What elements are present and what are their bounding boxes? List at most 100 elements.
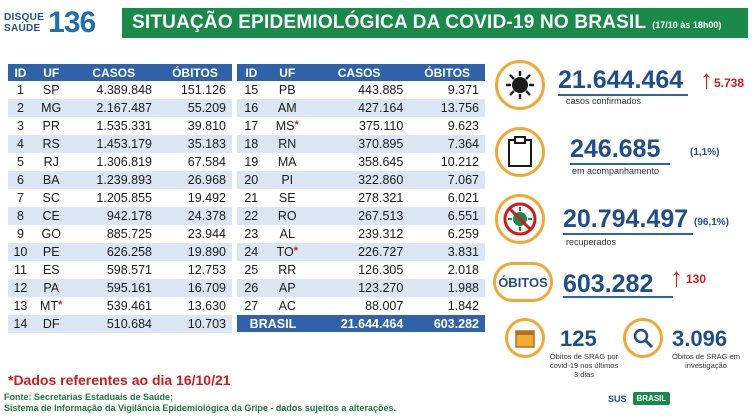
- cell-obitos-text: 12.753: [187, 263, 226, 277]
- col-obitos: ÓBITOS: [409, 64, 485, 81]
- cell-id: 3: [8, 117, 33, 135]
- cell-casos: 626.258: [69, 243, 158, 261]
- cell-obitos-text: 23.944: [187, 227, 226, 241]
- cell-obitos-text: 151.126: [180, 83, 226, 97]
- monitoring-pct: (1,1%): [690, 147, 720, 158]
- cell-uf-text: MG: [41, 101, 62, 115]
- cell-uf: DF: [32, 315, 70, 333]
- table-row: 18 RN 370.895 7.364: [237, 135, 485, 153]
- cell-uf: AC: [266, 297, 309, 315]
- cell-obitos-text: 10.212: [440, 155, 479, 169]
- col-casos: CASOS: [308, 64, 410, 81]
- virus-icon: [495, 60, 545, 110]
- table-row: 5 RJ 1.306.819 67.584: [8, 153, 232, 171]
- cell-casos-text: 322.860: [358, 173, 404, 187]
- table-row: 15 PB 443.885 9.371: [237, 81, 485, 99]
- table-row: 14 DF 510.684 10.703: [8, 315, 232, 333]
- cell-uf: MT*: [33, 297, 70, 315]
- arrow-up-icon: ↑: [670, 262, 683, 292]
- cell-obitos-text: 6.021: [447, 191, 479, 205]
- cell-casos-text: 267.513: [358, 209, 404, 223]
- cell-casos-text: 226.727: [358, 245, 404, 259]
- cell-id: 1: [8, 81, 33, 99]
- cell-id-text: 21: [244, 191, 259, 205]
- cell-casos: 942.178: [69, 207, 158, 225]
- cell-uf: SP: [33, 81, 70, 99]
- divider: [563, 233, 693, 235]
- cell-id: 20: [237, 171, 266, 189]
- table-row: 19 MA 358.645 10.212: [237, 153, 485, 171]
- table-row: 17 MS* 375.110 9.623: [237, 117, 485, 135]
- logo-line2: SAÚDE: [4, 23, 41, 34]
- cell-obitos: 7.364: [409, 135, 485, 153]
- cell-uf: AP: [265, 279, 309, 297]
- cell-obitos-text: 1.842: [447, 299, 479, 313]
- confirmed-value: 21.644.464: [558, 66, 684, 94]
- cell-uf: AM: [265, 99, 309, 117]
- cell-casos: 267.513: [308, 207, 410, 225]
- col-casos: CASOS: [69, 64, 158, 81]
- cell-casos-text: 1.535.331: [96, 119, 152, 133]
- cell-uf: BA: [32, 171, 70, 189]
- col-obitos: ÓBITOS: [158, 64, 232, 81]
- brasil-logo: BRASIL: [632, 392, 671, 405]
- cell-casos-text: 2.167.487: [96, 101, 152, 115]
- cell-obitos: 35.183: [158, 135, 232, 153]
- cell-uf-text: RR: [278, 263, 297, 277]
- cell-obitos: 151.126: [158, 81, 232, 99]
- cell-uf-text: AC: [278, 299, 296, 313]
- cell-id: 10: [8, 243, 33, 261]
- table-row: 20 PI 322.860 7.067: [237, 171, 485, 189]
- srag-deaths-label: Óbitos de SRAG por covid-19 nos últimos …: [549, 352, 619, 379]
- cell-casos-text: 1.205.855: [96, 191, 152, 205]
- clipboard-icon: [495, 127, 545, 177]
- source-text: Fonte: Secretarias Estaduais de Saúde; S…: [4, 392, 396, 414]
- cell-obitos: 39.810: [158, 117, 232, 135]
- cell-uf-text: MT: [40, 299, 59, 313]
- table-row: 26 AP 123.270 1.988: [237, 279, 485, 297]
- cell-uf: SC: [33, 189, 70, 207]
- cell-uf-text: BA: [42, 173, 60, 187]
- page-title: SITUAÇÃO EPIDEMIOLÓGICA DA COVID-19 NO B…: [132, 12, 647, 33]
- cell-id: 24: [237, 243, 266, 261]
- cell-casos-text: 375.110: [359, 119, 404, 133]
- cell-id: 22: [237, 207, 266, 225]
- cell-casos-text: 595.161: [106, 281, 152, 295]
- cell-id: 14: [8, 315, 33, 333]
- table-row: 3 PR 1.535.331 39.810: [8, 117, 232, 135]
- cell-obitos-text: 13.630: [187, 299, 226, 313]
- table-row: 24 TO* 226.727 3.831: [237, 243, 485, 261]
- cell-obitos-text: 1.988: [447, 281, 479, 295]
- cell-uf-text: SP: [42, 83, 60, 97]
- monitoring-label: em acompanhamento: [572, 166, 660, 176]
- cell-obitos: 55.209: [158, 99, 232, 117]
- cell-uf: RN: [265, 135, 309, 153]
- cell-obitos-text: 6.259: [447, 227, 479, 241]
- cell-casos: 598.571: [70, 261, 158, 279]
- asterisk-marker: *: [293, 245, 298, 257]
- srag-investigation-label: Óbitos de SRAG em investigação: [672, 352, 740, 370]
- cell-id-text: 2: [16, 101, 24, 115]
- total-casos: 21.644.464: [308, 315, 410, 332]
- cell-casos: 427.164: [308, 99, 410, 117]
- cell-casos: 885.725: [70, 225, 158, 243]
- cell-id: 5: [8, 153, 33, 171]
- cell-uf-text: AM: [277, 101, 297, 115]
- cell-uf: GO: [33, 225, 70, 243]
- recovered-pct: (96,1%): [694, 217, 730, 228]
- cell-casos-text: 626.258: [106, 245, 152, 259]
- cell-id-text: 22: [244, 209, 259, 223]
- cell-casos: 1.306.819: [70, 153, 158, 171]
- states-table-right: ID UF CASOS ÓBITOS 15 PB 443.885 9.371 16 AM 4…: [237, 64, 485, 332]
- cell-casos: 278.321: [309, 189, 409, 207]
- cell-uf: PE: [32, 243, 70, 261]
- cell-id: 26: [237, 279, 266, 297]
- cell-uf-text: AP: [278, 281, 296, 295]
- cell-id: 25: [237, 261, 266, 279]
- cell-casos: 370.895: [308, 135, 410, 153]
- cell-casos: 443.885: [309, 81, 409, 99]
- cell-obitos: 10.212: [409, 153, 485, 171]
- cell-id: 4: [8, 135, 33, 153]
- cell-id: 21: [237, 189, 266, 207]
- cell-id: 17: [237, 117, 266, 135]
